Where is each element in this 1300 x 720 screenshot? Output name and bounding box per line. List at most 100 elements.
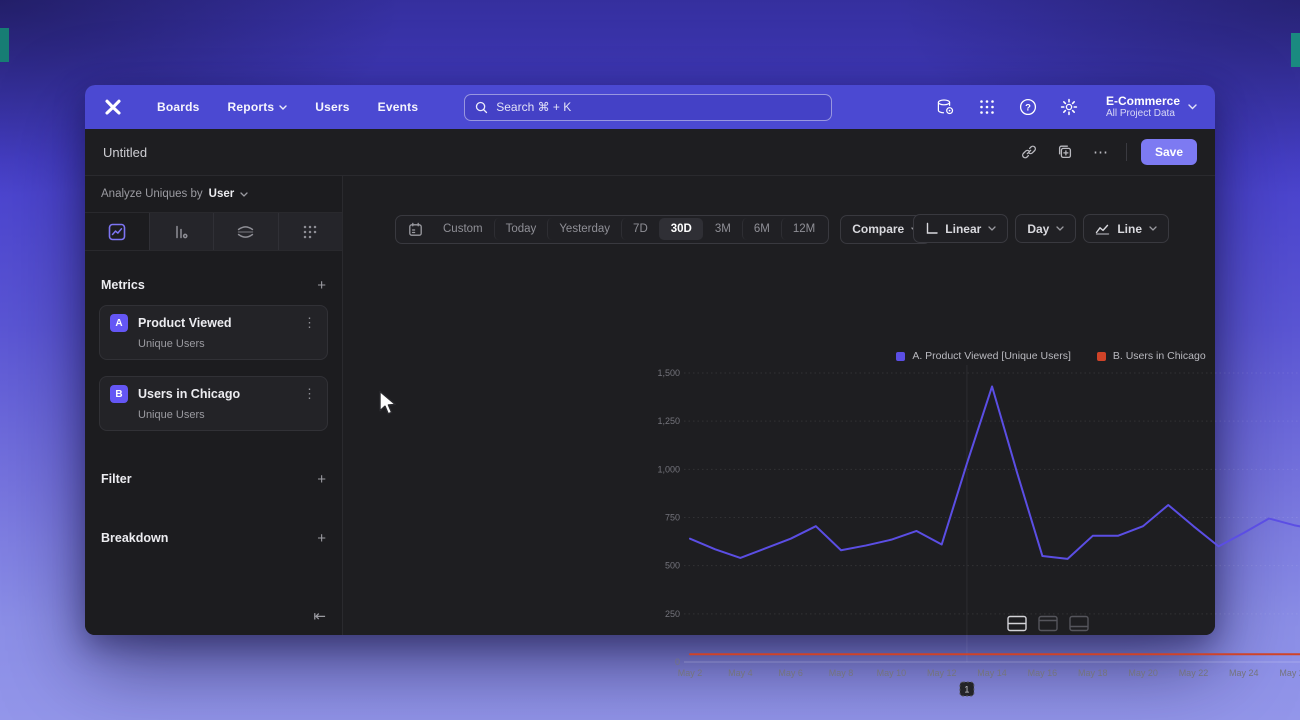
nav-item-reports[interactable]: Reports — [228, 100, 288, 114]
layout-chart-top-toggle[interactable] — [1036, 614, 1060, 633]
svg-text:May 2: May 2 — [678, 668, 703, 678]
legend-item-b[interactable]: B. Users in Chicago — [1096, 350, 1206, 362]
app-window: Boards Reports Users Events Search ⌘ + K — [85, 85, 1300, 697]
line-chart-icon — [108, 223, 126, 240]
metric-title: Users in Chicago — [138, 387, 241, 401]
chevron-down-icon — [279, 104, 287, 110]
project-scope: All Project Data — [1105, 107, 1175, 119]
range-3m[interactable]: 3M — [714, 223, 731, 235]
svg-text:May 12: May 12 — [927, 668, 957, 678]
svg-text:May 10: May 10 — [877, 668, 907, 678]
duplicate-icon[interactable] — [1054, 141, 1076, 163]
chevron-down-icon — [1149, 226, 1157, 231]
flow-icon — [238, 225, 254, 238]
chart-controls: Custom Today Yesterday 7D 30D 3M 6M 12M … — [343, 214, 1215, 244]
settings-gear-icon[interactable] — [1059, 97, 1079, 117]
legend-item-a[interactable]: A. Product Viewed [Unique Users] — [896, 350, 1071, 362]
range-7d[interactable]: 7D — [621, 218, 659, 240]
search-placeholder: Search ⌘ + K — [496, 100, 572, 114]
svg-text:May 14: May 14 — [977, 668, 1007, 678]
metric-subtitle[interactable]: Unique Users — [138, 409, 205, 421]
project-name: E-Commerce — [1105, 93, 1180, 108]
chevron-down-icon — [240, 191, 248, 197]
bar-chart-icon — [176, 225, 188, 238]
metric-card-a[interactable]: A Product Viewed ⋮ Unique Users — [99, 305, 328, 360]
apps-grid-icon[interactable] — [977, 97, 997, 117]
project-selector[interactable]: E-Commerce All Project Data — [1105, 93, 1197, 120]
metrics-section-header: Metrics + — [85, 275, 342, 295]
chart-panel: Custom Today Yesterday 7D 30D 3M 6M 12M … — [343, 176, 1300, 697]
add-filter-button[interactable]: + — [317, 470, 326, 488]
svg-text:May 22: May 22 — [1179, 668, 1209, 678]
search-input[interactable]: Search ⌘ + K — [464, 93, 833, 121]
background-accent-left — [0, 28, 9, 62]
metric-badge-a: A — [110, 314, 128, 332]
mixpanel-logo-icon[interactable] — [103, 97, 127, 117]
range-12m[interactable]: 12M — [780, 218, 826, 240]
nav-item-users[interactable]: Users — [315, 100, 350, 114]
filter-section-header: Filter + — [85, 469, 342, 489]
analyze-uniques-row: Analyze Uniques by User — [85, 176, 342, 213]
scale-dropdown[interactable]: Linear — [913, 214, 1009, 243]
svg-text:1: 1 — [964, 685, 969, 695]
range-today[interactable]: Today — [493, 218, 548, 240]
range-30d-selected[interactable]: 30D — [658, 218, 703, 240]
metric-menu-icon[interactable]: ⋮ — [303, 315, 317, 330]
search-icon — [476, 101, 488, 113]
more-options-icon[interactable]: ⋯ — [1092, 144, 1109, 161]
chart-type-dropdown[interactable]: Line — [1083, 214, 1169, 243]
top-navbar: Boards Reports Users Events Search ⌘ + K — [85, 85, 1215, 129]
report-title[interactable]: Untitled — [103, 144, 148, 160]
help-icon[interactable]: ? — [1018, 97, 1038, 117]
range-yesterday[interactable]: Yesterday — [547, 218, 621, 240]
legend-label-b: B. Users in Chicago — [1112, 350, 1206, 362]
display-options: Linear Day Line — [913, 214, 1169, 243]
tab-flow-chart[interactable] — [214, 213, 279, 250]
range-6m[interactable]: 6M — [741, 218, 781, 240]
line-type-icon — [1096, 224, 1110, 235]
linear-axis-icon — [927, 222, 938, 234]
copy-link-icon[interactable] — [1018, 141, 1040, 163]
chevron-down-icon — [988, 226, 996, 231]
metric-card-b[interactable]: B Users in Chicago ⋮ Unique Users — [99, 376, 328, 431]
nav-item-events[interactable]: Events — [377, 100, 419, 114]
collapse-sidebar-icon[interactable]: ⇤ — [313, 607, 326, 625]
metric-subtitle[interactable]: Unique Users — [138, 338, 205, 350]
svg-text:250: 250 — [665, 609, 680, 619]
chevron-down-icon — [1056, 226, 1064, 231]
query-builder-sidebar: Analyze Uniques by User — [85, 176, 343, 635]
layout-split-toggle-selected[interactable] — [1005, 614, 1029, 633]
interval-dropdown[interactable]: Day — [1015, 214, 1077, 243]
tab-metrics[interactable] — [279, 213, 343, 250]
analyze-entity-dropdown[interactable]: User — [208, 188, 235, 200]
data-management-icon[interactable] — [936, 97, 956, 117]
svg-text:May 8: May 8 — [829, 668, 854, 678]
metrics-title: Metrics — [101, 278, 145, 292]
add-metric-button[interactable]: + — [317, 276, 326, 294]
svg-text:May 20: May 20 — [1128, 668, 1158, 678]
range-custom[interactable]: Custom — [443, 223, 483, 235]
tab-bar-chart[interactable] — [150, 213, 214, 250]
nav-items: Boards Reports Users Events — [157, 100, 418, 114]
tab-line-chart[interactable] — [85, 213, 150, 250]
add-breakdown-button[interactable]: + — [317, 529, 326, 547]
svg-text:?: ? — [1025, 102, 1031, 113]
nav-item-boards[interactable]: Boards — [157, 100, 200, 114]
svg-text:May 26: May 26 — [1279, 668, 1300, 678]
header-divider — [1125, 143, 1127, 161]
save-button[interactable]: Save — [1140, 139, 1197, 165]
calendar-icon[interactable] — [398, 222, 432, 237]
layout-table-bottom-toggle[interactable] — [1067, 614, 1091, 633]
svg-text:May 18: May 18 — [1078, 668, 1108, 678]
metric-menu-icon[interactable]: ⋮ — [303, 386, 317, 401]
svg-text:1,000: 1,000 — [657, 464, 680, 474]
svg-text:May 24: May 24 — [1229, 668, 1259, 678]
breakdown-section-header: Breakdown + — [85, 528, 342, 548]
mouse-cursor — [378, 390, 400, 418]
background-accent-right — [1291, 33, 1300, 67]
breakdown-title: Breakdown — [101, 531, 169, 545]
svg-text:May 16: May 16 — [1028, 668, 1058, 678]
legend-swatch-a — [896, 351, 906, 361]
